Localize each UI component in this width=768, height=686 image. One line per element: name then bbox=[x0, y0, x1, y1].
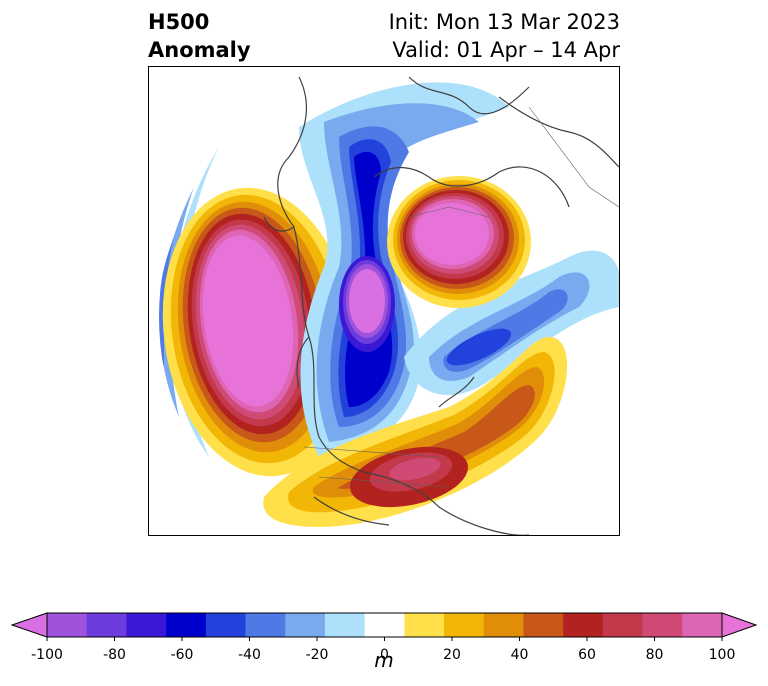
colorbar-swatch bbox=[245, 613, 286, 637]
eastern-us-ridge-region bbox=[263, 337, 568, 527]
coastlines bbox=[263, 76, 619, 535]
title-left: H500 Anomaly bbox=[148, 8, 251, 64]
colorbar-swatch bbox=[86, 613, 127, 637]
colorbar-tick-label: 40 bbox=[511, 647, 529, 663]
colorbar-swatch bbox=[126, 613, 167, 637]
colorbar-swatch bbox=[285, 613, 326, 637]
init-date: Init: Mon 13 Mar 2023 bbox=[388, 10, 620, 34]
colorbar-swatch bbox=[563, 613, 604, 637]
colorbar-swatch bbox=[602, 613, 644, 637]
colorbar-swatch bbox=[523, 613, 564, 637]
colorbar-tick-label: -80 bbox=[103, 647, 126, 663]
colorbar-tick-label: -40 bbox=[238, 647, 261, 663]
colorbar-tick-label: 20 bbox=[443, 647, 461, 663]
colorbar-swatch bbox=[166, 613, 207, 637]
colorbar-swatch bbox=[682, 613, 723, 637]
colorbar-tick-label: 60 bbox=[578, 647, 596, 663]
colorbar-units: m bbox=[374, 648, 394, 672]
colorbar-tick-label: -100 bbox=[31, 647, 63, 663]
colorbar-swatch bbox=[642, 613, 683, 637]
atlantic-trough-region bbox=[404, 250, 619, 396]
map-svg bbox=[159, 76, 619, 535]
colorbar-swatch bbox=[364, 613, 405, 637]
colorbar-swatch bbox=[47, 613, 88, 637]
east-siberia-ridge-region bbox=[387, 176, 531, 308]
colorbar-tick-label: -20 bbox=[306, 647, 329, 663]
colorbar-swatch bbox=[483, 613, 524, 637]
borders bbox=[303, 106, 619, 488]
anomaly-map bbox=[148, 66, 620, 536]
field-name: H500 bbox=[148, 10, 210, 34]
title-right: Init: Mon 13 Mar 2023 Valid: 01 Apr – 14… bbox=[389, 8, 620, 64]
north-pacific-ridge-region bbox=[162, 187, 356, 477]
valid-range: Valid: 01 Apr – 14 Apr bbox=[392, 38, 620, 62]
colorbar-extend-low bbox=[10, 612, 48, 638]
colorbar-tick-label: -60 bbox=[171, 647, 194, 663]
colorbar-swatch bbox=[404, 613, 445, 637]
colorbar-swatch bbox=[444, 613, 485, 637]
colorbar-tick-label: 0 bbox=[380, 647, 389, 663]
colorbar: -100 -80 -60 -40 -20 0 20 40 60 80 100 bbox=[10, 612, 758, 663]
colorbar-tick-label: 80 bbox=[646, 647, 664, 663]
colorbar-swatch bbox=[324, 613, 366, 637]
colorbar-tick-label: 100 bbox=[709, 647, 736, 663]
colorbar-extend-high bbox=[721, 612, 758, 638]
field-type: Anomaly bbox=[148, 38, 251, 62]
colorbar-swatch bbox=[205, 613, 247, 637]
